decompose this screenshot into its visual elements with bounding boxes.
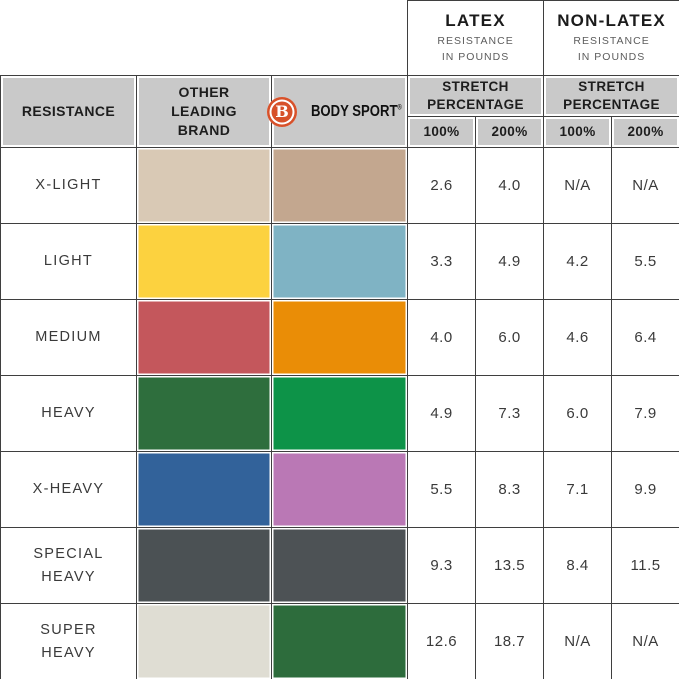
resistance-level-label: MEDIUM: [0, 299, 137, 376]
swatch-bodysport: [270, 527, 409, 604]
value-latex-200: 7.3: [475, 375, 545, 452]
resistance-level-label: LIGHT: [0, 223, 137, 300]
latex-subtitle: RESISTANCE IN POUNDS: [437, 34, 514, 63]
non-latex-100-header: 100%: [543, 116, 613, 148]
value-latex-100: 3.3: [407, 223, 477, 300]
value-non-latex-200: 9.9: [611, 451, 679, 528]
table-row-medium: MEDIUM 4.0 6.0 4.6 6.4: [0, 299, 679, 376]
table-row-x-light: X-LIGHT 2.6 4.0 N/A N/A: [0, 147, 679, 224]
non-latex-title: NON-LATEX: [557, 10, 666, 30]
resistance-column-header: RESISTANCE: [0, 75, 137, 148]
table-row-special-heavy: SPECIAL HEAVY 9.3 13.5 8.4 11.5: [0, 527, 679, 604]
value-latex-100: 2.6: [407, 147, 477, 224]
value-non-latex-100: 4.6: [543, 299, 613, 376]
table-row-x-heavy: X-HEAVY 5.5 8.3 7.1 9.9: [0, 451, 679, 528]
swatch-other-brand: [136, 147, 272, 224]
value-non-latex-200: 7.9: [611, 375, 679, 452]
swatch-other-brand: [136, 527, 272, 604]
swatch-other-brand: [136, 603, 272, 679]
table-row-light: LIGHT 3.3 4.9 4.2 5.5: [0, 223, 679, 300]
swatch-bodysport: [270, 223, 409, 300]
swatch-other-brand: [136, 375, 272, 452]
registered-trademark-mark: ®: [397, 104, 402, 112]
bodysport-logo-icon: B: [267, 96, 298, 127]
non-latex-200-header: 200%: [611, 116, 679, 148]
latex-100-header: 100%: [407, 116, 477, 148]
value-non-latex-100: 8.4: [543, 527, 613, 604]
table-row-super-heavy: SUPER HEAVY 12.6 18.7 N/A N/A: [0, 603, 679, 679]
latex-stretch-percentage-header: STRETCH PERCENTAGE: [407, 75, 545, 117]
value-latex-100: 5.5: [407, 451, 477, 528]
value-non-latex-100: N/A: [543, 147, 613, 224]
resistance-level-label: SUPER HEAVY: [0, 603, 137, 679]
swatch-other-brand: [136, 299, 272, 376]
value-non-latex-100: N/A: [543, 603, 613, 679]
swatch-bodysport: [270, 147, 409, 224]
bodysport-logo: B BODY SPORT®: [267, 96, 407, 127]
value-non-latex-200: 5.5: [611, 223, 679, 300]
material-header-row: LATEX RESISTANCE IN POUNDS NON-LATEX RES…: [0, 0, 679, 76]
bodysport-column-header: B BODY SPORT®: [267, 75, 409, 148]
swatch-bodysport: [270, 375, 409, 452]
swatch-bodysport: [270, 451, 409, 528]
value-non-latex-100: 4.2: [543, 223, 613, 300]
bodysport-logo-letter: B: [275, 101, 290, 121]
value-non-latex-200: N/A: [611, 603, 679, 679]
value-non-latex-200: 6.4: [611, 299, 679, 376]
column-header-row: RESISTANCE OTHER LEADING BRAND B BODY SP…: [0, 75, 679, 148]
value-latex-200: 6.0: [475, 299, 545, 376]
value-latex-200: 4.9: [475, 223, 545, 300]
bodysport-brand-name: BODY SPORT: [311, 102, 398, 120]
value-latex-100: 4.0: [407, 299, 477, 376]
resistance-level-label: SPECIAL HEAVY: [0, 527, 137, 604]
value-latex-200: 8.3: [475, 451, 545, 528]
latex-title: LATEX: [445, 10, 506, 30]
latex-200-header: 200%: [475, 116, 545, 148]
value-latex-200: 13.5: [475, 527, 545, 604]
header-spacer: [0, 0, 408, 76]
percentage-subheader-row: 100% 200% 100% 200%: [1, 116, 679, 148]
value-non-latex-200: 11.5: [611, 527, 679, 604]
value-non-latex-100: 6.0: [543, 375, 613, 452]
other-brand-column-header: OTHER LEADING BRAND: [136, 75, 272, 148]
value-latex-100: 9.3: [407, 527, 477, 604]
value-non-latex-200: N/A: [611, 147, 679, 224]
value-latex-200: 18.7: [475, 603, 545, 679]
non-latex-stretch-percentage-header: STRETCH PERCENTAGE: [543, 75, 679, 117]
value-latex-100: 4.9: [407, 375, 477, 452]
resistance-level-label: HEAVY: [0, 375, 137, 452]
swatch-bodysport: [270, 299, 409, 376]
non-latex-subtitle: RESISTANCE IN POUNDS: [573, 34, 650, 63]
table-row-heavy: HEAVY 4.9 7.3 6.0 7.9: [0, 375, 679, 452]
bodysport-logo-text: BODY SPORT®: [311, 101, 402, 123]
latex-header-box: LATEX RESISTANCE IN POUNDS: [407, 0, 545, 76]
value-non-latex-100: 7.1: [543, 451, 613, 528]
value-latex-100: 12.6: [407, 603, 477, 679]
swatch-other-brand: [136, 451, 272, 528]
non-latex-header-box: NON-LATEX RESISTANCE IN POUNDS: [543, 0, 679, 76]
value-latex-200: 4.0: [475, 147, 545, 224]
swatch-bodysport: [270, 603, 409, 679]
resistance-level-label: X-HEAVY: [0, 451, 137, 528]
resistance-level-label: X-LIGHT: [0, 147, 137, 224]
swatch-other-brand: [136, 223, 272, 300]
